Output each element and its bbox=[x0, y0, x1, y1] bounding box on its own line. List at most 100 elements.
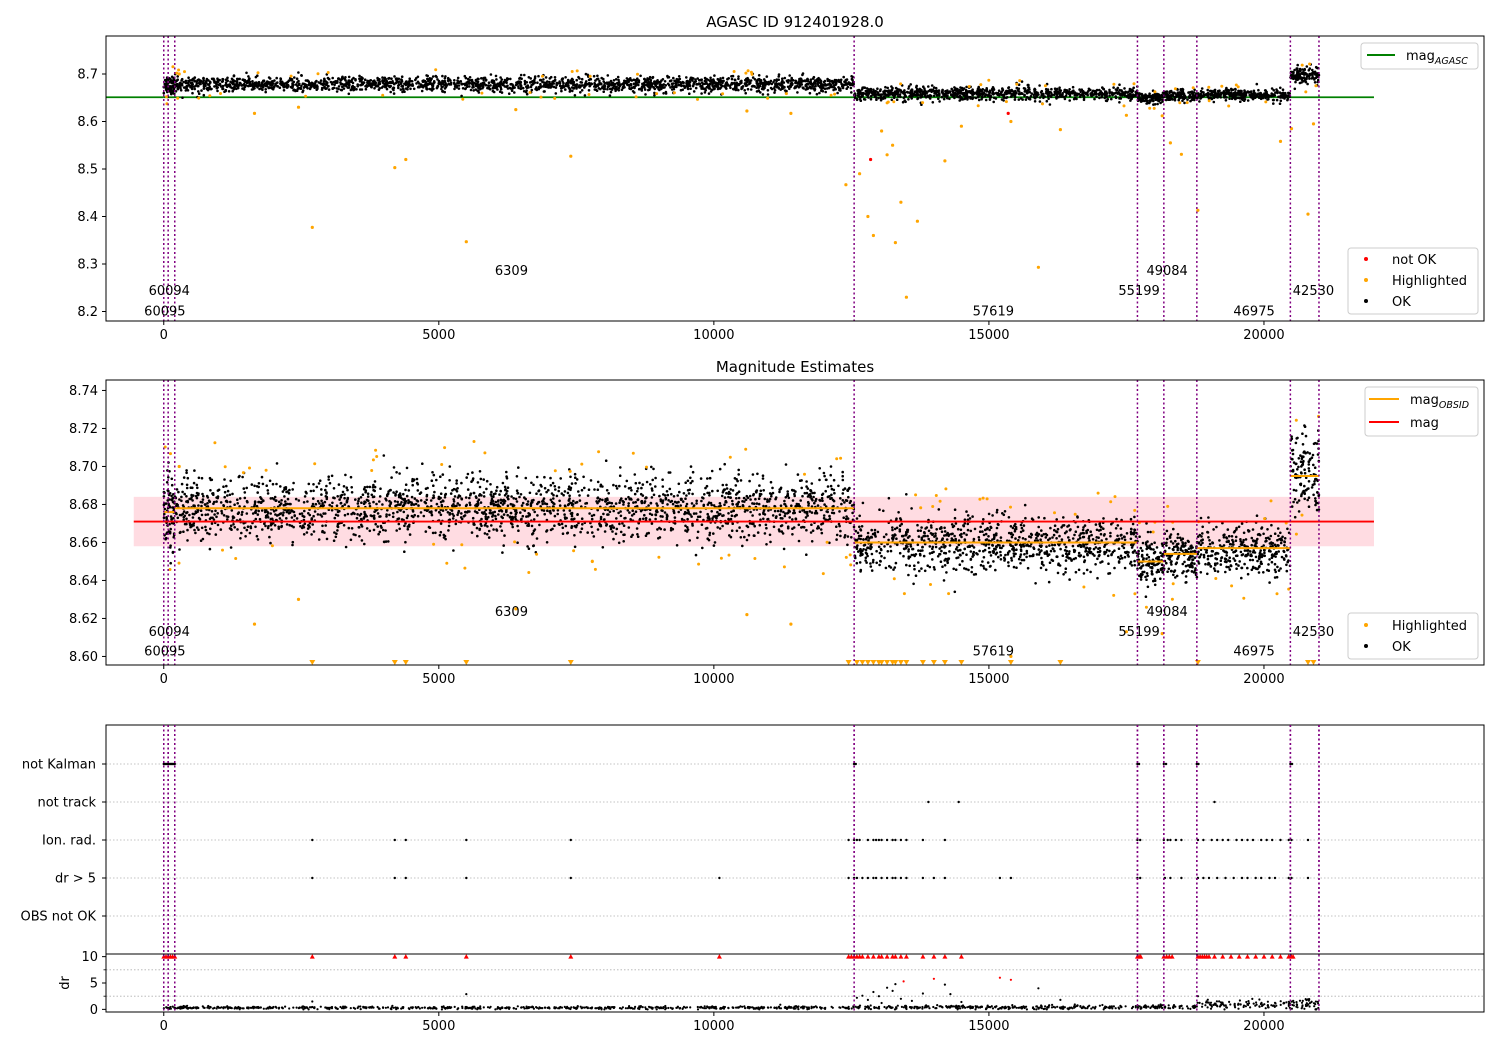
highlighted-outlier-point bbox=[899, 201, 902, 204]
ok-point bbox=[767, 93, 770, 96]
ok-point bbox=[723, 463, 726, 466]
ok-point bbox=[249, 532, 252, 535]
ok-point bbox=[328, 504, 331, 507]
ok-point bbox=[220, 85, 223, 88]
y-tick-label: 8.2 bbox=[77, 305, 98, 320]
ok-point bbox=[884, 97, 887, 100]
ok-point bbox=[291, 86, 294, 89]
ok-point bbox=[467, 78, 470, 81]
ok-point bbox=[886, 87, 889, 90]
ok-point bbox=[429, 79, 432, 82]
ok-point bbox=[677, 84, 680, 87]
ok-point bbox=[387, 77, 390, 80]
ok-point bbox=[166, 481, 169, 484]
ok-point bbox=[546, 83, 549, 86]
obsid-label: 55199 bbox=[1118, 284, 1159, 299]
ok-point bbox=[700, 500, 703, 503]
ok-point bbox=[164, 83, 167, 86]
ok-point bbox=[465, 77, 468, 80]
ok-point bbox=[495, 501, 498, 504]
ok-point bbox=[436, 78, 439, 81]
ok-point bbox=[415, 82, 418, 85]
ok-point bbox=[874, 95, 877, 98]
ok-point bbox=[571, 86, 574, 89]
ok-point bbox=[303, 501, 306, 504]
ok-point bbox=[714, 81, 717, 84]
ok-point bbox=[275, 483, 278, 486]
ok-point bbox=[460, 482, 463, 485]
ok-point bbox=[989, 98, 992, 101]
ok-point bbox=[720, 86, 723, 89]
ok-point bbox=[186, 487, 189, 490]
ok-point bbox=[956, 93, 959, 96]
ok-point bbox=[370, 86, 373, 89]
ok-point bbox=[1198, 100, 1201, 103]
ok-point bbox=[820, 80, 823, 83]
ok-point bbox=[457, 77, 460, 80]
ok-point bbox=[1180, 96, 1183, 99]
legend-label-notok: not OK bbox=[1392, 253, 1437, 268]
ok-point bbox=[269, 512, 272, 515]
ok-point bbox=[658, 89, 661, 92]
highlighted-point bbox=[208, 94, 211, 97]
ok-point bbox=[791, 518, 794, 521]
ok-point bbox=[1186, 98, 1189, 101]
ok-point bbox=[648, 81, 651, 84]
ok-point bbox=[169, 528, 172, 531]
ok-point bbox=[1118, 89, 1121, 92]
ok-point bbox=[678, 78, 681, 81]
ok-point bbox=[915, 85, 918, 88]
ok-point bbox=[436, 503, 439, 506]
ok-point bbox=[1091, 94, 1094, 97]
ok-point bbox=[1021, 98, 1024, 101]
ok-point bbox=[681, 81, 684, 84]
ok-point bbox=[256, 491, 259, 494]
ok-point bbox=[361, 78, 364, 81]
ok-point bbox=[753, 85, 756, 88]
ok-point bbox=[1041, 93, 1044, 96]
ok-point bbox=[1286, 99, 1289, 102]
ok-point bbox=[546, 541, 549, 544]
ok-point bbox=[950, 93, 953, 96]
ok-point bbox=[329, 482, 332, 485]
ok-point bbox=[519, 80, 522, 83]
highlighted-point bbox=[576, 69, 579, 72]
ok-point bbox=[937, 97, 940, 100]
ok-point bbox=[491, 515, 494, 518]
ok-point bbox=[541, 503, 544, 506]
ok-point bbox=[1209, 96, 1212, 99]
ok-point bbox=[877, 91, 880, 94]
ok-point bbox=[842, 479, 845, 482]
highlighted-point bbox=[1153, 107, 1156, 110]
ok-point bbox=[411, 80, 414, 83]
ok-point bbox=[607, 492, 610, 495]
ok-point bbox=[1237, 97, 1240, 100]
highlighted-point bbox=[673, 91, 676, 94]
ok-point bbox=[209, 518, 212, 521]
highlighted-point bbox=[1044, 84, 1047, 87]
ok-point bbox=[344, 78, 347, 81]
ok-point bbox=[662, 92, 665, 95]
highlighted-point bbox=[751, 73, 754, 76]
x-tick-label: 10000 bbox=[693, 328, 734, 343]
ok-point bbox=[254, 500, 257, 503]
ok-point bbox=[1199, 97, 1202, 100]
highlighted-point bbox=[317, 72, 320, 75]
ok-point bbox=[493, 80, 496, 83]
ok-point bbox=[738, 497, 741, 500]
ok-point bbox=[675, 505, 678, 508]
highlighted-outlier-point bbox=[1312, 122, 1315, 125]
ok-point bbox=[1308, 75, 1311, 78]
ok-point bbox=[612, 538, 615, 541]
ok-point bbox=[1293, 69, 1296, 72]
ok-point bbox=[405, 483, 408, 486]
ok-point bbox=[735, 497, 738, 500]
ok-point bbox=[929, 97, 932, 100]
ok-point bbox=[786, 80, 789, 83]
ok-point bbox=[1049, 91, 1052, 94]
ok-point bbox=[985, 99, 988, 102]
ok-point bbox=[591, 518, 594, 521]
ok-point bbox=[238, 78, 241, 81]
ok-point bbox=[885, 90, 888, 93]
ok-point bbox=[348, 76, 351, 79]
